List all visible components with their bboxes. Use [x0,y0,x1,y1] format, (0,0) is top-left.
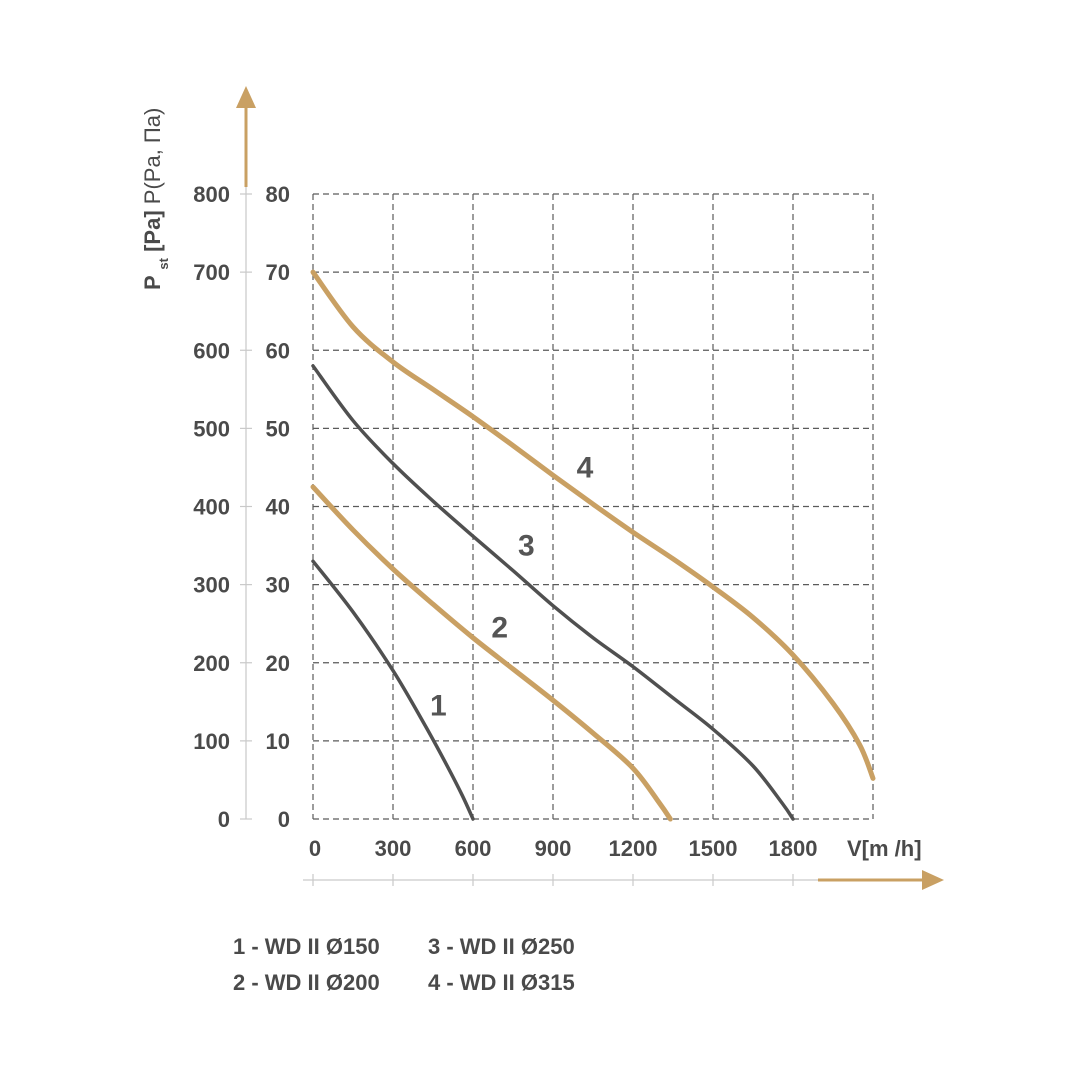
x-tick-label: 1500 [689,836,738,861]
series-line-3 [311,364,795,821]
y-tick-label-inner: 70 [266,260,290,285]
x-tick-label: 1200 [609,836,658,861]
series-label-1: 1 [430,690,447,723]
y-axis-title-alt: P(Pa, Па) [140,108,165,205]
legend-item-1: 1 - WD II Ø150 [233,934,380,959]
series-label-3: 3 [518,530,535,563]
y-tick-label-inner: 40 [266,495,290,520]
x-tick-label: 1800 [769,836,818,861]
y-tick-label-outer: 300 [193,573,230,598]
x-tick-label: 600 [455,836,492,861]
series-label-2: 2 [491,612,508,645]
tick-labels: 0100200300400500600700800010203040506070… [193,182,817,861]
legend-item-3: 3 - WD II Ø250 [428,934,575,959]
x-tick-label: 300 [375,836,412,861]
y-tick-label-inner: 30 [266,573,290,598]
y-tick-label-outer: 100 [193,729,230,754]
y-tick-label-outer: 500 [193,416,230,441]
series-line-1 [311,559,475,821]
y-tick-label-outer: 600 [193,338,230,363]
x-tick-label: 0 [309,836,321,861]
x-axis-title: V[m /h] [847,836,922,861]
y-tick-label-inner: 0 [278,807,290,832]
y-tick-label-outer: 800 [193,182,230,207]
y-axis-arrow-head [236,86,256,108]
y-axis-title: P st [Pa] P(Pa, Па) [140,108,173,290]
y-axis-title-main: P [140,276,165,290]
y-tick-label-inner: 80 [266,182,290,207]
y-axis-title-unit: [Pa] [140,210,165,252]
y-tick-label-inner: 20 [266,651,290,676]
y-tick-label-inner: 60 [266,338,290,363]
x-axis-arrow-head [922,870,944,890]
y-tick-label-outer: 400 [193,495,230,520]
y-axis-title-sub: st [156,257,171,269]
y-tick-label-inner: 50 [266,416,290,441]
curve-labels: 1 2 3 4 [430,451,594,722]
axes [236,86,944,890]
series-label-4: 4 [577,451,594,484]
series-line-4 [310,269,876,781]
y-tick-label-outer: 200 [193,651,230,676]
y-tick-label-outer: 0 [218,807,230,832]
y-tick-label-inner: 10 [266,729,290,754]
y-tick-label-outer: 700 [193,260,230,285]
legend-item-4: 4 - WD II Ø315 [428,970,575,995]
x-tick-label: 900 [535,836,572,861]
series-lines [310,269,876,822]
legend-item-2: 2 - WD II Ø200 [233,970,380,995]
series-line-2 [310,484,673,822]
